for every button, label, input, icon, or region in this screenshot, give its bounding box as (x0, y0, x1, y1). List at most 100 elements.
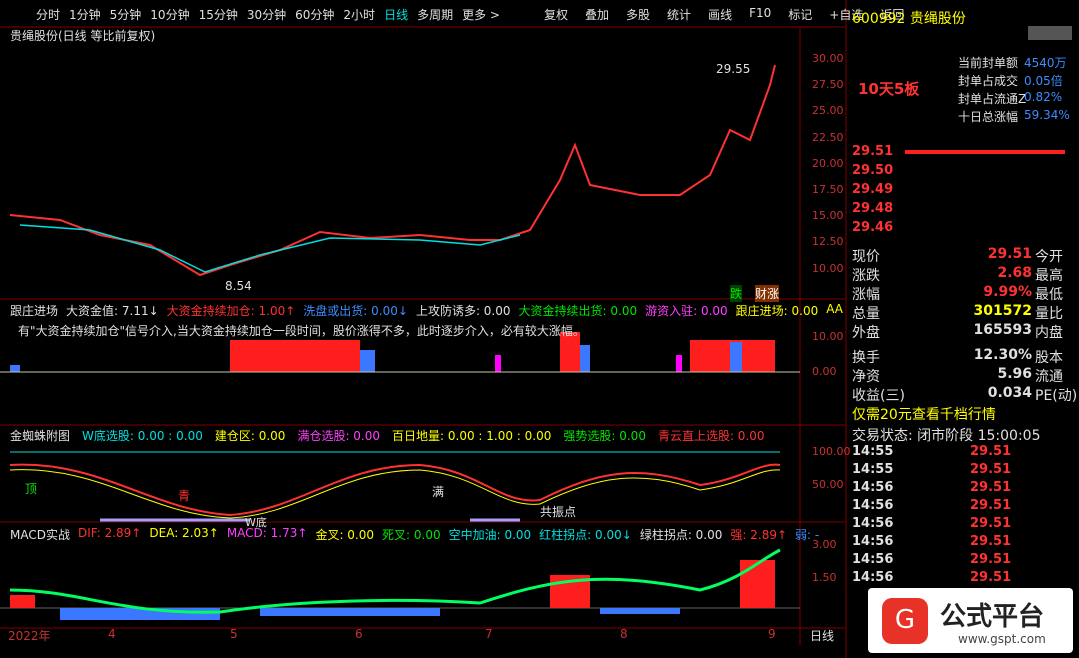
tick-time: 14:56 (852, 480, 894, 495)
indicator-value: AA (826, 302, 844, 316)
quote-label: 涨跌 (852, 268, 880, 284)
quote-label: 流通 (1035, 369, 1063, 385)
high-label: 29.55 (716, 62, 751, 76)
indicator-value: DEA: 2.03↑ (149, 526, 219, 540)
y-tick-label: 25.00 (812, 104, 844, 118)
tool-button[interactable]: +自选 (829, 8, 864, 22)
y-tick-label: 12.50 (812, 235, 844, 249)
y-tick-label: 22.50 (812, 130, 844, 144)
y-tick-label: 1.50 (812, 571, 837, 584)
signal: 共振点 (540, 505, 577, 519)
quote-label: PE(动) (1035, 388, 1078, 404)
tab[interactable]: 1分钟 (69, 8, 101, 22)
indicator-value: 绿柱拐点: 0.00 (639, 528, 723, 542)
period-tabs: 分时 1分钟 5分钟 10分钟 15分钟 30分钟 60分钟 2小时 日线 多周期 更多 > (36, 6, 500, 23)
signal: 满 (432, 485, 445, 499)
promo[interactable]: 仅需20元查看千档行情 (852, 407, 996, 423)
indicator-value: 洗盘或出货: 0.00↓ (303, 304, 408, 318)
quote-label: 现价 (852, 249, 880, 265)
indicator-value: 强势选股: 0.00 (563, 429, 646, 443)
tab[interactable]: 分时 (36, 8, 61, 22)
tool-button[interactable]: 复权 (544, 8, 569, 22)
indicator-value: 跟庄进场: 0.00 (735, 304, 819, 318)
tool-button[interactable]: F10 (749, 6, 772, 20)
quote-value: 5.96 (997, 366, 1032, 382)
tab[interactable]: 30分钟 (246, 8, 287, 22)
quote-label: 收益(三) (852, 388, 905, 404)
tick-time: 14:56 (852, 516, 894, 531)
quote-value: 9.99% (983, 284, 1032, 300)
tag: 财涨 (755, 285, 780, 302)
seal-label: 十日总涨幅 (958, 110, 1019, 124)
indicator-value: 跟庄进场 (10, 304, 59, 318)
seal-value: 0.05倍 (1024, 74, 1063, 88)
date-label: 4 (108, 627, 116, 641)
indicator-value: DIF: 2.89↑ (77, 526, 142, 540)
tool-button[interactable]: 标记 (788, 8, 813, 22)
y-tick-label: 15.00 (812, 209, 844, 223)
tool-button[interactable]: 返回 (880, 8, 905, 22)
tool-button[interactable]: 叠加 (585, 8, 610, 22)
quote-value: 0.034 (987, 385, 1032, 401)
y-tick-label: 10.00 (812, 261, 844, 275)
y-tick-label: 20.00 (812, 156, 844, 170)
tool-button[interactable]: 画线 (708, 8, 733, 22)
indicator-value: 青云直上选股: 0.00 (657, 429, 765, 443)
stock-code: 600992 贵绳股份 (852, 8, 966, 28)
tab[interactable]: 10分钟 (150, 8, 190, 22)
tab[interactable]: 日线 (384, 8, 409, 22)
indicator-value: 红柱拐点: 0.00↓ (539, 528, 632, 542)
seal-value: 59.34% (1024, 108, 1070, 122)
seal-label: 封单占流通Z (958, 92, 1027, 106)
quote-label: 涨幅 (852, 287, 880, 303)
quote-label: 净资 (852, 369, 880, 385)
name: 贵绳股份 (909, 11, 966, 27)
indicator-value: 金叉: 0.00 (315, 528, 375, 542)
quote-label: 外盘 (852, 325, 880, 341)
tab[interactable]: 2小时 (343, 8, 376, 22)
indicator-header: 金蜘蛛附图 W底选股: 0.00 : 0.00 建仓区: 0.00 满仓选股: 0.0… (10, 427, 765, 444)
tick-time: 14:56 (852, 570, 894, 585)
tool-button[interactable]: 多股 (626, 8, 651, 22)
indicator-value: MACD实战 (10, 528, 70, 542)
indicator-value: 上攻防诱多: 0.00 (415, 304, 511, 318)
book-price: 29.50 (852, 163, 894, 178)
quote-label: 量比 (1035, 306, 1063, 322)
tab[interactable]: 15分钟 (198, 8, 238, 22)
quote-value: 165593 (973, 322, 1032, 338)
book-price: 29.51 (852, 144, 894, 159)
svg-text:G: G (895, 605, 915, 635)
tick-time: 14:55 (852, 462, 894, 477)
tab[interactable]: 5分钟 (109, 8, 142, 22)
code: 600992 (852, 11, 906, 27)
seal-value: 4540万 (1024, 56, 1067, 70)
tick-price: 29.51 (970, 570, 1012, 585)
y-tick-label: 3.00 (812, 538, 837, 551)
seal-label: 封单占成交 (958, 74, 1019, 88)
indicator-header: MACD实战 DIF: 2.89↑ DEA: 2.03↑ MACD: 1.73↑ 金叉:… (10, 526, 819, 543)
tab[interactable]: 60分钟 (295, 8, 335, 22)
indicator-value: 死叉: 0.00 (382, 528, 441, 542)
chart-title: 贵绳股份(日线 等比前复权) (10, 29, 156, 43)
date-label: 6 (355, 627, 363, 641)
quote-label: 内盘 (1035, 325, 1063, 341)
period-label: 日线 (810, 629, 835, 643)
date-label: 2022年 (8, 629, 51, 643)
status: 交易状态: 闭市阶段 15:00:05 (852, 428, 1041, 444)
tab[interactable]: 更多 > (462, 8, 500, 22)
y-tick-label: 100.00 (812, 445, 851, 458)
indicator-value: 弱: - (795, 528, 820, 542)
signal: 顶 (25, 482, 38, 496)
tab[interactable]: 多周期 (417, 8, 454, 22)
tick-price: 29.51 (970, 534, 1012, 549)
indicator-value: 建仓区: 0.00 (214, 429, 286, 443)
logo-name: 公式平台 (940, 602, 1045, 632)
indicator-value: 大资金持续加仓: 1.00↑ (166, 304, 296, 318)
indicator-value: 强: 2.89↑ (730, 528, 788, 542)
tick-price: 29.51 (970, 498, 1012, 513)
indicator-value: 百日地量: 0.00 : 1.00 : 0.00 (392, 429, 552, 443)
board: 10天5板 (858, 80, 920, 98)
quote-label: 股本 (1035, 350, 1063, 366)
tool-button[interactable]: 统计 (667, 8, 692, 22)
book-price: 29.49 (852, 182, 894, 197)
